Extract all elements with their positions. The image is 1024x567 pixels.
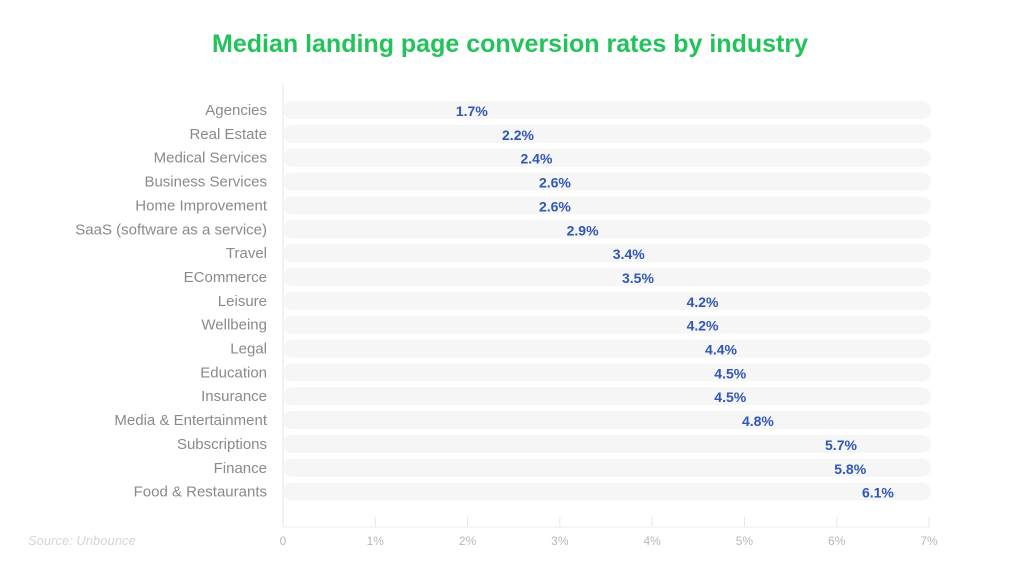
category-label: Food & Restaurants [134,484,267,501]
bar-track [283,220,931,239]
source-note: Source: Unbounce [28,533,136,548]
category-label: Agencies [205,102,267,119]
x-tick-label: 6% [828,534,846,548]
value-label: 2.4% [520,151,552,167]
value-label: 3.5% [622,270,654,286]
bar-track [283,196,931,215]
x-tick-label: 1% [367,534,385,548]
category-label: Travel [226,245,267,262]
value-label: 2.6% [539,198,571,214]
bar-track [283,124,931,143]
value-label: 1.7% [456,103,488,119]
category-label: Insurance [201,388,267,405]
category-label: Medical Services [154,150,267,167]
category-label: Home Improvement [135,197,268,214]
category-label: Media & Entertainment [114,412,267,429]
value-label: 2.6% [539,175,571,191]
category-label: Finance [214,460,267,477]
category-label: ECommerce [184,269,267,286]
x-tick-label: 2% [459,534,477,548]
value-label: 2.9% [567,222,599,238]
x-tick-label: 4% [643,534,661,548]
category-label: Education [200,364,267,381]
value-label: 4.4% [705,342,737,358]
category-label: Leisure [218,293,267,310]
value-label: 4.2% [687,294,719,310]
bar-track [283,148,931,167]
x-tick-label: 3% [551,534,569,548]
category-label: Wellbeing [201,317,267,334]
category-label: Business Services [144,174,267,191]
value-label: 4.8% [742,413,774,429]
value-label: 2.2% [502,127,534,143]
value-label: 4.5% [714,365,746,381]
chart-title: Median landing page conversion rates by … [212,30,808,58]
value-label: 4.5% [714,389,746,405]
value-label: 4.2% [687,318,719,334]
value-label: 5.7% [825,437,857,453]
value-label: 6.1% [862,485,894,501]
category-label: Legal [230,341,267,358]
bar-track [283,172,931,191]
x-tick-label: 7% [920,534,938,548]
category-label: SaaS (software as a service) [75,221,267,238]
category-label: Real Estate [189,126,267,143]
value-label: 5.8% [834,461,866,477]
bar-track [283,101,931,119]
x-tick-label: 5% [736,534,754,548]
value-label: 3.4% [613,246,645,262]
x-tick-label: 0 [280,534,287,548]
bar-track [283,244,931,263]
category-label: Subscriptions [177,436,267,453]
